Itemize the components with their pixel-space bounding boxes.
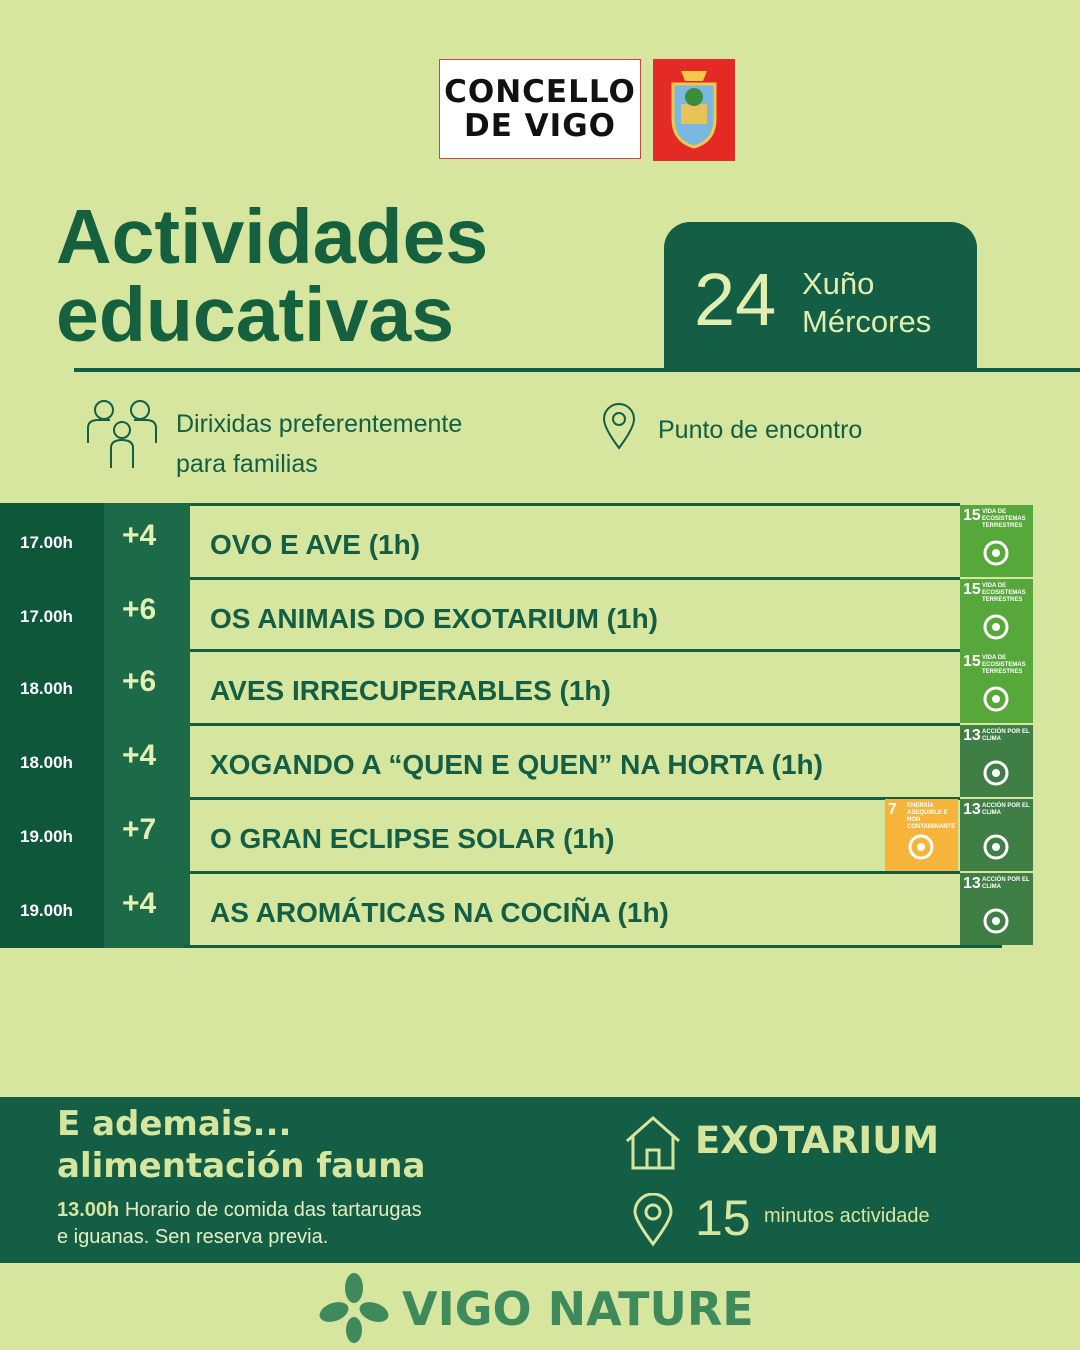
sdg-label: VIDA DE ECOSISTEMAS TERRESTRES	[982, 509, 1026, 529]
sdg-badge: 7 ENERXÍA ASEQUIBLE E NON CONTAMINANTE	[885, 799, 958, 871]
house-icon	[626, 1115, 680, 1170]
logo: CONCELLO DE VIGO	[439, 59, 641, 159]
sdg-label: ACCIÓN POR EL CLIMA	[982, 729, 1030, 742]
sdg-icon	[983, 540, 1009, 566]
sdg-badge: 13 ACCIÓN POR EL CLIMA	[960, 799, 1033, 871]
sdg-icon	[983, 614, 1009, 640]
sdg-badge: 13 ACCIÓN POR EL CLIMA	[960, 873, 1033, 945]
sdg-label: VIDA DE ECOSISTEMAS TERRESTRES	[982, 583, 1026, 603]
sdg-badge: 13 ACCIÓN POR EL CLIMA	[960, 725, 1033, 797]
time: 19.00h	[20, 827, 73, 846]
date-box: 24 Xuño Mércores	[664, 222, 977, 372]
sdg-badge: 15 VIDA DE ECOSISTEMAS TERRESTRES	[960, 579, 1033, 651]
sdg-number: 13	[963, 727, 981, 744]
pin-icon	[602, 403, 636, 450]
row-line	[190, 577, 960, 649]
sdg-number: 15	[963, 507, 981, 524]
coat-of-arms	[653, 59, 735, 161]
logo-line: CONCELLO	[444, 74, 636, 110]
venue: EXOTARIUM	[695, 1119, 940, 1162]
row-line	[190, 649, 960, 721]
title: Actividades educativas	[56, 198, 488, 354]
row-line	[190, 797, 960, 869]
date-day: 24	[694, 258, 777, 341]
activity: O GRAN ECLIPSE SOLAR (1h)	[210, 823, 615, 854]
footer-heading-line: E ademais...	[57, 1104, 292, 1144]
activity: XOGANDO A “QUEN E QUEN” NA HORTA (1h)	[210, 749, 823, 780]
time: 17.00h	[20, 533, 73, 552]
sdg-label: ACCIÓN POR EL CLIMA	[982, 877, 1030, 890]
age: +4	[122, 887, 157, 920]
sdg-label: ENERXÍA ASEQUIBLE E NON CONTAMINANTE	[907, 803, 956, 830]
duration-unit: minutos actividade	[764, 1205, 930, 1227]
sdg-icon	[983, 908, 1009, 934]
family-icon	[87, 400, 157, 468]
location: Punto de encontro	[658, 416, 863, 444]
row-line	[190, 503, 960, 575]
sdg-number: 7	[888, 801, 897, 818]
sdg-number: 13	[963, 801, 981, 818]
time-column	[0, 503, 104, 948]
logo-line: DE VIGO	[463, 108, 617, 144]
time: 18.00h	[20, 753, 73, 772]
audience-line: Dirixidas preferentemente	[176, 410, 463, 438]
duration: 15	[695, 1190, 751, 1246]
pin-icon	[633, 1193, 673, 1247]
date-month: Xuño	[802, 266, 875, 301]
sdg-icon	[983, 760, 1009, 786]
activity: OVO E AVE (1h)	[210, 529, 421, 560]
time: 17.00h	[20, 607, 73, 626]
age: +4	[122, 739, 157, 772]
age-column	[104, 503, 190, 948]
sdg-label: ACCIÓN POR EL CLIMA	[982, 803, 1030, 816]
footer-box: E ademais... alimentación fauna 13.00h H…	[0, 1097, 1080, 1263]
sdg-number: 15	[963, 653, 981, 670]
time: 19.00h	[20, 901, 73, 920]
sdg-icon	[983, 834, 1009, 860]
shield-icon	[671, 71, 717, 149]
sdg-number: 13	[963, 875, 981, 892]
sdg-badge: 15 VIDA DE ECOSISTEMAS TERRESTRES	[960, 651, 1033, 723]
footer-note-line: e iguanas. Sen reserva previa.	[57, 1226, 329, 1248]
activity: AVES IRRECUPERABLES (1h)	[210, 675, 611, 706]
audience-line: para familias	[176, 450, 318, 478]
footer-note-text: Horario de comida das tartarugas	[124, 1199, 422, 1221]
footer-note: 13.00h Horario de comida das tartarugas …	[57, 1197, 422, 1251]
age: +7	[122, 813, 157, 846]
footer-note-line: 13.00h Horario de comida das tartarugas	[57, 1197, 422, 1224]
sdg-icon	[983, 686, 1009, 712]
brand: VIGO NATURE	[402, 1282, 754, 1336]
footer-heading: E ademais... alimentación fauna	[57, 1103, 425, 1187]
footer-heading-line: alimentación fauna	[57, 1146, 426, 1186]
activity: OS ANIMAIS DO EXOTARIUM (1h)	[210, 603, 658, 634]
title-line: educativas	[56, 272, 455, 358]
audience: Dirixidas preferentemente para familias	[176, 404, 462, 484]
row-line	[190, 871, 960, 943]
age: +6	[122, 593, 157, 626]
sdg-icon	[908, 834, 934, 860]
row-line	[190, 723, 960, 795]
age: +4	[122, 519, 157, 552]
title-line: Actividades	[56, 194, 489, 280]
footer-hour: 13.00h	[57, 1199, 120, 1221]
age: +6	[122, 665, 157, 698]
time: 18.00h	[20, 679, 73, 698]
schedule-bottom	[184, 945, 1002, 948]
divider	[74, 368, 1080, 372]
activity: AS AROMÁTICAS NA COCIÑA (1h)	[210, 897, 669, 928]
sdg-label: VIDA DE ECOSISTEMAS TERRESTRES	[982, 655, 1026, 675]
sdg-badge: 15 VIDA DE ECOSISTEMAS TERRESTRES	[960, 505, 1033, 577]
brand-icon	[319, 1273, 389, 1343]
date-weekday: Mércores	[802, 304, 932, 339]
sdg-number: 15	[963, 581, 981, 598]
